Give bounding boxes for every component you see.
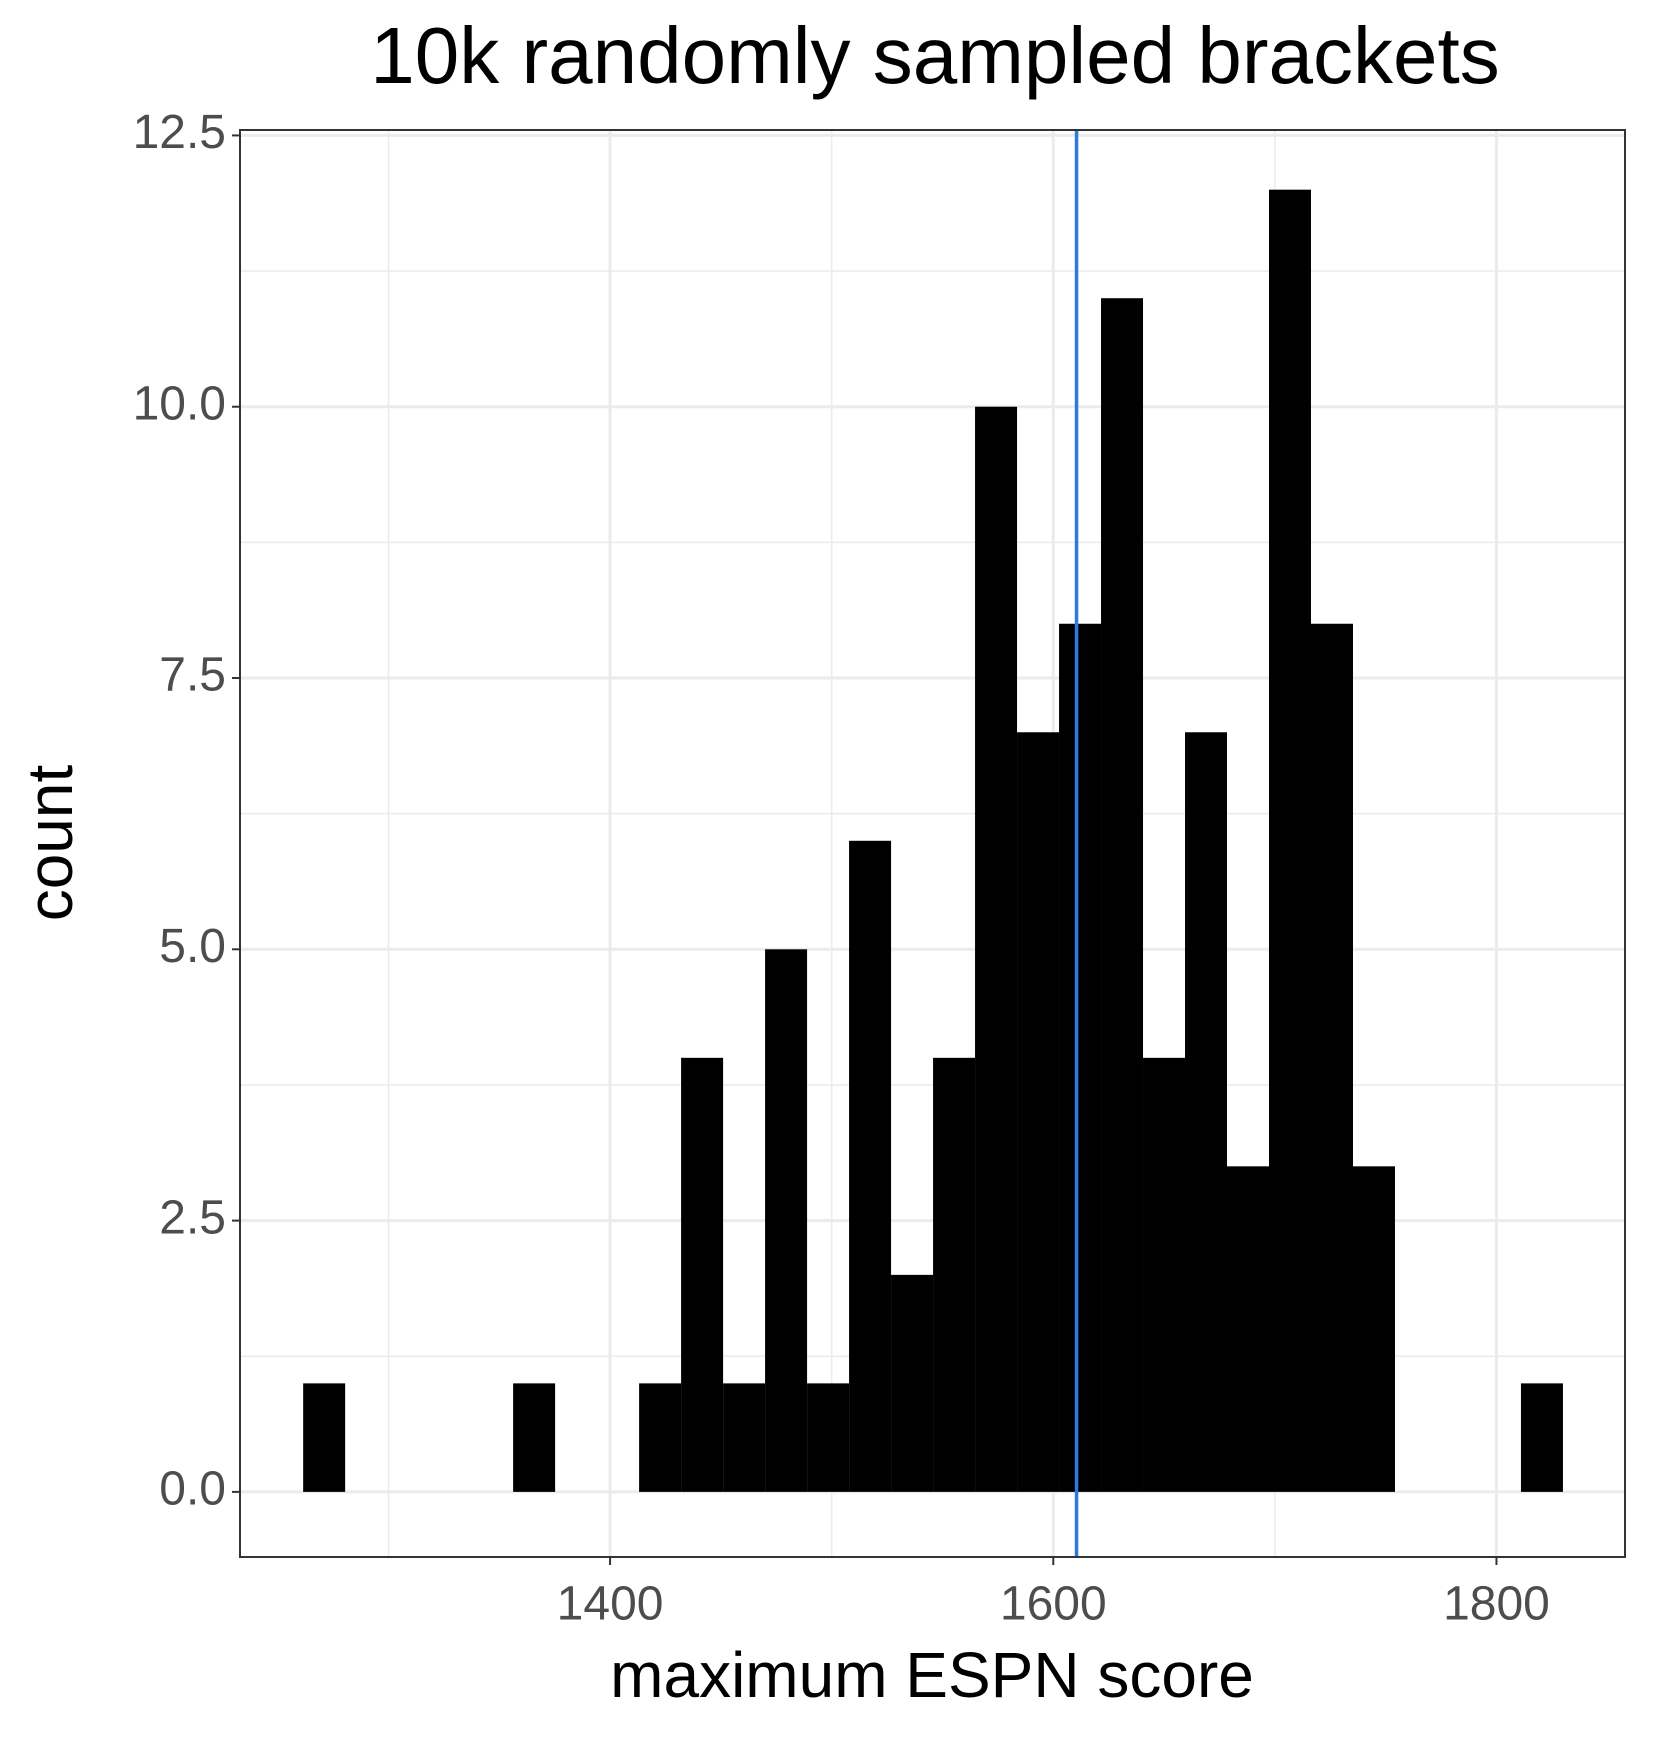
chart-title: 10k randomly sampled brackets (370, 11, 1499, 100)
bar (933, 1057, 976, 1492)
bar (1101, 298, 1144, 1492)
bar (849, 840, 892, 1492)
y-tick-label: 2.5 (159, 1191, 226, 1244)
y-tick-label: 0.0 (159, 1463, 226, 1516)
bar (975, 406, 1018, 1492)
bar (1143, 1057, 1186, 1492)
x-axis-title: maximum ESPN score (610, 1639, 1254, 1711)
bar (639, 1383, 682, 1492)
bar (1059, 623, 1102, 1492)
x-tick-label: 1800 (1443, 1578, 1550, 1631)
bar (723, 1383, 766, 1492)
bar (1017, 732, 1060, 1492)
bar (1227, 1166, 1269, 1492)
bar (891, 1274, 934, 1492)
bar (765, 949, 808, 1492)
bar (1185, 732, 1228, 1492)
bar (1352, 1166, 1395, 1492)
y-tick-label: 12.5 (133, 106, 226, 159)
bar (1520, 1383, 1563, 1492)
bar (681, 1057, 724, 1492)
x-tick-label: 1400 (557, 1578, 664, 1631)
x-tick-label: 1600 (1000, 1578, 1107, 1631)
y-tick-label: 10.0 (133, 377, 226, 430)
y-tick-label: 7.5 (159, 649, 226, 702)
panel-border (239, 129, 1626, 1558)
bar (807, 1383, 850, 1492)
bar (1268, 189, 1311, 1492)
bar (303, 1383, 346, 1492)
y-tick-label: 5.0 (159, 920, 226, 973)
y-axis-title: count (14, 765, 86, 922)
bar (1310, 623, 1353, 1492)
bar (513, 1383, 556, 1492)
